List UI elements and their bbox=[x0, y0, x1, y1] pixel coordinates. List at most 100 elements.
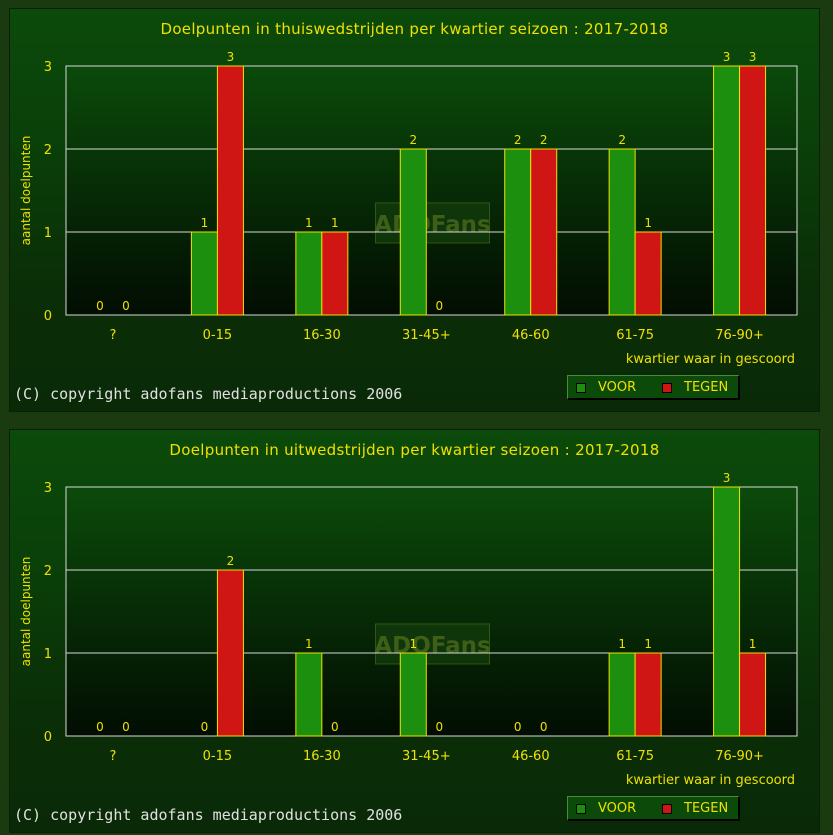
data-label-tegen: 2 bbox=[540, 133, 548, 147]
data-label-voor: 0 bbox=[201, 720, 209, 734]
bar-voor-31-45+ bbox=[399, 652, 427, 737]
y-tick-label: 1 bbox=[44, 647, 52, 662]
copyright-text: (C) copyright adofans mediaproductions 2… bbox=[14, 806, 403, 824]
chart-panel-away: Doelpunten in uitwedstrijden per kwartie… bbox=[9, 429, 820, 833]
plot-frame bbox=[65, 65, 798, 316]
y-tick-label: 0 bbox=[44, 309, 52, 324]
y-tick-label: 3 bbox=[44, 60, 52, 75]
bar-tegen-61-75 bbox=[634, 231, 662, 316]
chart-panel-home: Doelpunten in thuiswedstrijden per kwart… bbox=[9, 8, 820, 412]
legend-item-tegen: TEGEN bbox=[662, 380, 728, 395]
plot-frame bbox=[65, 486, 798, 737]
legend-item-voor: VOOR bbox=[576, 380, 636, 395]
data-label-tegen: 1 bbox=[749, 637, 757, 651]
bar-voor-0-15 bbox=[190, 231, 218, 316]
data-label-tegen: 0 bbox=[435, 299, 443, 313]
data-label-voor: 2 bbox=[514, 133, 522, 147]
data-label-tegen: 3 bbox=[749, 50, 757, 64]
bar-tegen-76-90+ bbox=[739, 65, 767, 316]
data-label-tegen: 1 bbox=[644, 637, 652, 651]
y-axis-label: aantal doelpunten bbox=[19, 557, 33, 667]
watermark-box bbox=[375, 623, 490, 665]
legend: VOOR TEGEN bbox=[567, 796, 740, 821]
x-axis-label: kwartier waar in gescoord bbox=[626, 773, 795, 788]
bar-tegen-16-30 bbox=[321, 231, 349, 316]
x-tick-label: 76-90+ bbox=[715, 749, 764, 764]
x-tick-label: ? bbox=[110, 328, 117, 343]
legend-swatch-voor bbox=[576, 803, 586, 814]
y-tick-label: 0 bbox=[44, 730, 52, 745]
legend: VOOR TEGEN bbox=[567, 375, 740, 400]
y-tick-label: 2 bbox=[44, 143, 52, 158]
bar-voor-76-90+ bbox=[713, 65, 741, 316]
legend-item-voor: VOOR bbox=[576, 801, 636, 816]
watermark-text: ADOFans bbox=[374, 212, 490, 238]
watermark-text: ADOFans bbox=[374, 633, 490, 659]
copyright-text: (C) copyright adofans mediaproductions 2… bbox=[14, 385, 403, 403]
legend-item-tegen: TEGEN bbox=[662, 801, 728, 816]
bar-voor-76-90+ bbox=[713, 486, 741, 737]
x-tick-label: 31-45+ bbox=[402, 749, 451, 764]
legend-swatch-tegen bbox=[662, 382, 672, 393]
legend-label-tegen: TEGEN bbox=[684, 380, 729, 395]
x-axis-label: kwartier waar in gescoord bbox=[626, 352, 795, 367]
bar-voor-61-75 bbox=[608, 148, 636, 316]
data-label-voor: 1 bbox=[409, 637, 417, 651]
data-label-tegen: 2 bbox=[227, 554, 235, 568]
x-tick-label: 46-60 bbox=[512, 328, 550, 343]
data-label-tegen: 0 bbox=[122, 720, 130, 734]
legend-label-voor: VOOR bbox=[598, 380, 637, 395]
data-label-voor: 0 bbox=[514, 720, 522, 734]
data-label-voor: 3 bbox=[723, 471, 731, 485]
bar-tegen-46-60 bbox=[530, 148, 558, 316]
data-label-voor: 0 bbox=[96, 299, 104, 313]
bar-tegen-61-75 bbox=[634, 652, 662, 737]
legend-label-tegen: TEGEN bbox=[684, 801, 729, 816]
data-label-tegen: 1 bbox=[644, 216, 652, 230]
y-axis-label: aantal doelpunten bbox=[19, 136, 33, 246]
x-tick-label: 0-15 bbox=[203, 328, 233, 343]
data-label-voor: 1 bbox=[305, 216, 313, 230]
data-label-voor: 3 bbox=[723, 50, 731, 64]
bar-tegen-0-15 bbox=[216, 569, 244, 737]
bar-voor-46-60 bbox=[504, 148, 532, 316]
bar-voor-31-45+ bbox=[399, 148, 427, 316]
legend-label-voor: VOOR bbox=[598, 801, 637, 816]
legend-swatch-tegen bbox=[662, 803, 672, 814]
y-tick-label: 1 bbox=[44, 226, 52, 241]
data-label-tegen: 1 bbox=[331, 216, 339, 230]
data-label-tegen: 0 bbox=[435, 720, 443, 734]
bar-chart-home: ADOFans 0 1 2 3 aantal doelpunten kwartier waa… bbox=[19, 50, 798, 367]
data-label-voor: 1 bbox=[618, 637, 626, 651]
x-tick-label: 61-75 bbox=[616, 328, 654, 343]
bar-tegen-76-90+ bbox=[739, 652, 767, 737]
data-label-voor: 1 bbox=[305, 637, 313, 651]
data-label-voor: 2 bbox=[409, 133, 417, 147]
bar-chart-away: ADOFans 0 1 2 3 aantal doelpunten kwartier waa… bbox=[19, 471, 798, 788]
chart-title: Doelpunten in uitwedstrijden per kwartie… bbox=[169, 441, 660, 459]
bar-voor-16-30 bbox=[295, 231, 323, 316]
data-label-voor: 1 bbox=[201, 216, 209, 230]
bar-voor-61-75 bbox=[608, 652, 636, 737]
legend-swatch-voor bbox=[576, 382, 586, 393]
x-tick-label: 76-90+ bbox=[715, 328, 764, 343]
chart-title: Doelpunten in thuiswedstrijden per kwart… bbox=[160, 20, 669, 38]
y-tick-label: 3 bbox=[44, 481, 52, 496]
x-tick-label: 16-30 bbox=[303, 749, 341, 764]
data-label-tegen: 0 bbox=[540, 720, 548, 734]
y-tick-label: 2 bbox=[44, 564, 52, 579]
plot-area bbox=[66, 66, 797, 315]
bar-voor-16-30 bbox=[295, 652, 323, 737]
x-tick-label: ? bbox=[110, 749, 117, 764]
watermark-box bbox=[375, 202, 490, 244]
x-tick-label: 31-45+ bbox=[402, 328, 451, 343]
plot-area bbox=[66, 487, 797, 736]
data-label-tegen: 0 bbox=[331, 720, 339, 734]
bar-tegen-0-15 bbox=[216, 65, 244, 316]
x-tick-label: 16-30 bbox=[303, 328, 341, 343]
x-tick-label: 46-60 bbox=[512, 749, 550, 764]
data-label-tegen: 3 bbox=[227, 50, 235, 64]
data-label-voor: 2 bbox=[618, 133, 626, 147]
x-tick-label: 61-75 bbox=[616, 749, 654, 764]
data-label-voor: 0 bbox=[96, 720, 104, 734]
